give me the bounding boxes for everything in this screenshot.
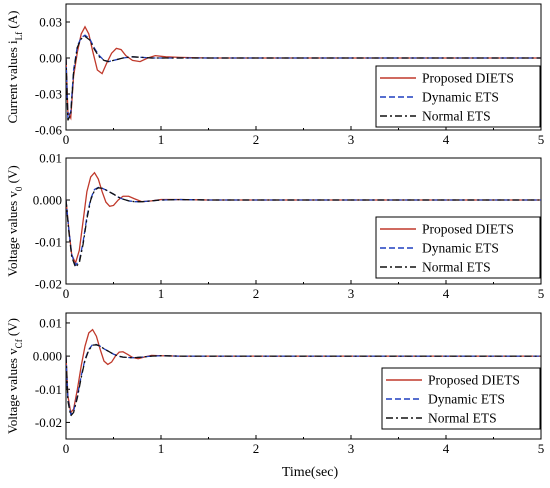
legend-label: Normal ETS bbox=[422, 260, 491, 275]
legend-label: Proposed DIETS bbox=[428, 373, 520, 388]
chart-panel-3: 0 1 2 3 4 5 0.01 0.000 -0.01 -0.02 Voltage values … bbox=[5, 312, 545, 456]
legend: Proposed DIETS Dynamic ETS Normal ETS bbox=[375, 65, 541, 128]
x-tick-label: 1 bbox=[158, 441, 165, 456]
x-tick-label: 4 bbox=[443, 286, 450, 301]
series-line-dynamic-ets bbox=[66, 34, 541, 119]
y-axis-label-main: Voltage values v bbox=[5, 191, 20, 277]
chart-panel-2: 0 1 2 3 4 5 0.01 0.000 -0.01 -0.02 Voltage values … bbox=[5, 151, 544, 302]
y-axis-label-unit: (V) bbox=[5, 318, 20, 339]
y-axis-label: Voltage values vCf (V) bbox=[5, 318, 24, 434]
y-tick-label: -0.02 bbox=[35, 277, 62, 292]
y-axis-label-main: Voltage values v bbox=[5, 348, 20, 434]
y-tick-label: -0.02 bbox=[35, 415, 62, 430]
legend-label: Dynamic ETS bbox=[428, 392, 505, 407]
y-tick-label: -0.01 bbox=[35, 382, 62, 397]
x-tick-label: 1 bbox=[158, 132, 165, 147]
y-tick-label: -0.06 bbox=[35, 123, 63, 138]
x-tick-label: 0 bbox=[63, 132, 70, 147]
panels: 0 1 2 3 4 5 0.03 0.00 -0.03 -0.06 Current values i… bbox=[5, 3, 545, 456]
legend-label: Proposed DIETS bbox=[422, 71, 514, 86]
y-tick-label: 0.000 bbox=[33, 349, 62, 364]
legend-label: Proposed DIETS bbox=[422, 222, 514, 237]
x-tick-label: 5 bbox=[538, 441, 545, 456]
chart-panel-1: 0 1 2 3 4 5 0.03 0.00 -0.03 -0.06 Current values i… bbox=[5, 3, 545, 147]
legend: Proposed DIETS Dynamic ETS Normal ETS bbox=[375, 216, 541, 279]
y-axis-label-subscript: 0 bbox=[14, 186, 24, 191]
y-tick-label: 0.03 bbox=[39, 15, 62, 30]
legend: Proposed DIETS Dynamic ETS Normal ETS bbox=[381, 367, 541, 430]
y-axis-label: Current values iLf (A) bbox=[5, 11, 24, 124]
legend-label: Dynamic ETS bbox=[422, 90, 499, 105]
y-tick-label: 0.01 bbox=[39, 315, 62, 330]
x-tick-label: 0 bbox=[63, 286, 70, 301]
y-tick-label: -0.01 bbox=[35, 235, 62, 250]
legend-box bbox=[375, 65, 541, 128]
x-tick-label: 3 bbox=[348, 286, 355, 301]
y-axis-label-subscript: Lf bbox=[14, 32, 24, 41]
series-group bbox=[66, 328, 541, 418]
x-tick-label: 5 bbox=[538, 132, 545, 147]
legend-label: Normal ETS bbox=[422, 109, 491, 124]
y-axis-label-unit: (V) bbox=[5, 165, 20, 186]
series-line-normal-ets bbox=[66, 344, 541, 418]
y-tick-label: -0.03 bbox=[35, 87, 62, 102]
x-axis-label: Time(sec) bbox=[282, 465, 339, 480]
series-line-proposed-diets bbox=[66, 328, 541, 414]
series-line-normal-ets bbox=[66, 187, 541, 269]
y-axis-label-main: Current values i bbox=[5, 40, 20, 123]
x-tick-label: 0 bbox=[63, 441, 70, 456]
x-tick-label: 3 bbox=[348, 441, 355, 456]
series-group bbox=[66, 25, 541, 121]
y-axis-label: Voltage values v0 (V) bbox=[5, 165, 24, 276]
legend-label: Normal ETS bbox=[428, 411, 497, 426]
y-tick-label: 0.01 bbox=[39, 151, 62, 166]
x-tick-label: 2 bbox=[253, 441, 260, 456]
y-axis-label-unit: (A) bbox=[5, 11, 20, 32]
x-tick-label: 4 bbox=[443, 441, 450, 456]
legend-label: Dynamic ETS bbox=[422, 241, 499, 256]
series-group bbox=[66, 171, 541, 269]
y-tick-label: 0.000 bbox=[33, 193, 62, 208]
x-tick-label: 4 bbox=[443, 132, 450, 147]
y-tick-label: 0.00 bbox=[39, 51, 62, 66]
y-axis-label-subscript: Cf bbox=[14, 339, 24, 348]
x-tick-label: 5 bbox=[538, 286, 545, 301]
x-tick-label: 1 bbox=[158, 286, 165, 301]
x-tick-label: 3 bbox=[348, 132, 355, 147]
x-tick-label: 2 bbox=[253, 132, 260, 147]
x-tick-label: 2 bbox=[253, 286, 260, 301]
